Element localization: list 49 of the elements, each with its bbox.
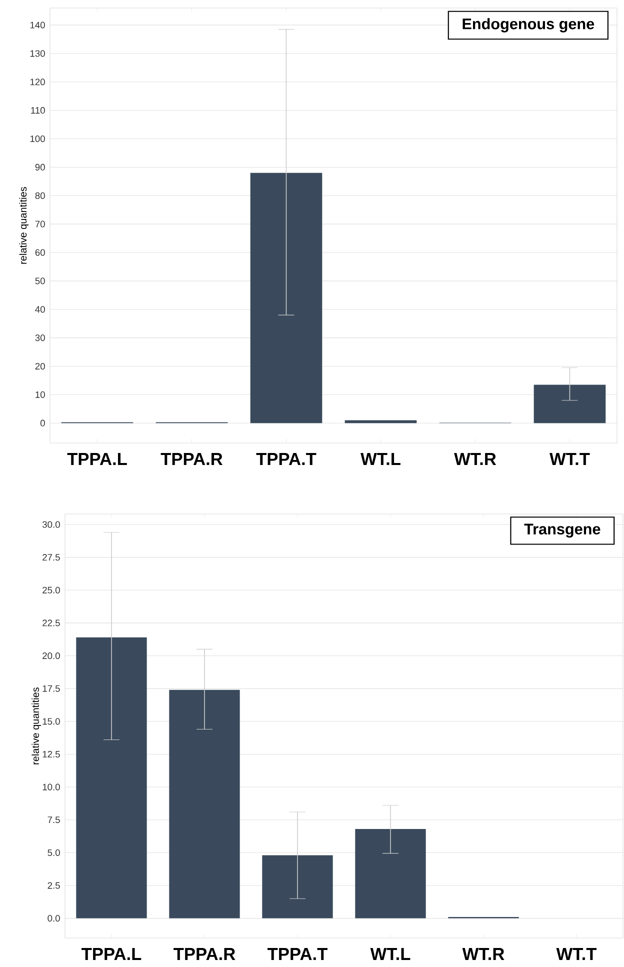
x-tick-label: WT.L <box>360 453 400 465</box>
y-tick-label: 110 <box>31 107 45 114</box>
bar <box>534 384 606 424</box>
y-tick-label: 0 <box>40 420 45 426</box>
text: Transgene <box>524 524 600 538</box>
text: Endogenous gene <box>462 18 594 32</box>
y-tick-label: 10.0 <box>42 784 60 790</box>
y-tick-label: 50 <box>35 278 45 284</box>
bar <box>355 829 426 918</box>
bar <box>76 637 147 918</box>
y-axis-title: relative quantities <box>19 186 29 264</box>
y-tick-label: 120 <box>30 78 45 86</box>
y-tick-label: 70 <box>35 220 45 228</box>
x-tick-label: TPPA.L <box>67 453 127 465</box>
bar <box>169 690 240 918</box>
y-tick-label: 140 <box>30 22 45 28</box>
y-tick-label: 27.5 <box>42 554 60 561</box>
x-tick-label: WT.R <box>462 948 504 960</box>
y-tick-label: 25.0 <box>42 586 60 594</box>
y-tick-label: 10 <box>36 391 45 398</box>
y-tick-label: 130 <box>30 50 45 57</box>
x-tick-label: TPPA.L <box>82 948 142 960</box>
y-tick-label: 20.0 <box>42 652 60 660</box>
y-tick-label: 12.5 <box>42 750 60 758</box>
x-tick-label: WT.T <box>550 453 590 465</box>
y-tick-label: 5.0 <box>48 849 60 856</box>
y-tick-label: 2.5 <box>48 882 60 889</box>
y-tick-label: 30.0 <box>42 521 60 528</box>
y-tick-label: 7.5 <box>48 816 60 824</box>
x-tick-label: TPPA.R <box>174 948 236 960</box>
y-axis-title: relative quantities <box>32 687 41 764</box>
y-tick-label: 100 <box>30 135 45 142</box>
bar <box>344 420 417 424</box>
y-tick-label: 40 <box>35 306 45 313</box>
x-tick-label: TPPA.T <box>256 453 316 465</box>
y-tick-label: 90 <box>35 164 45 171</box>
x-tick-label: WT.T <box>556 948 597 960</box>
y-tick-label: 17.5 <box>42 685 60 692</box>
y-tick-label: 60 <box>35 249 45 256</box>
y-tick-label: 20 <box>35 362 45 370</box>
y-tick-label: 15.0 <box>42 718 60 725</box>
x-tick-label: TPPA.R <box>160 453 223 465</box>
y-tick-label: 30 <box>35 334 45 342</box>
x-tick-label: WT.R <box>454 453 496 465</box>
y-tick-label: 0.0 <box>48 915 60 922</box>
x-tick-label: TPPA.T <box>268 948 328 960</box>
x-tick-label: WT.L <box>370 948 410 960</box>
y-tick-label: 22.5 <box>42 620 60 626</box>
y-tick-label: 80 <box>35 192 45 199</box>
